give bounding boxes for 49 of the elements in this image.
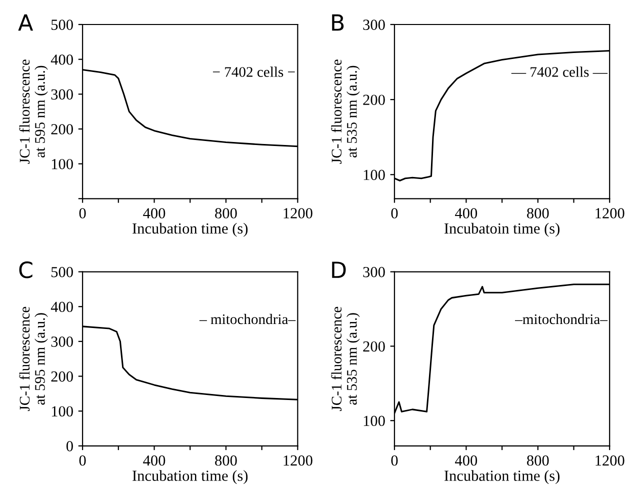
x-axis-title: Incubation time (s) — [444, 470, 560, 484]
x-tick-label: 1200 — [596, 455, 624, 466]
x-tick-label: 1200 — [596, 208, 624, 218]
y-tick-label: 200 — [363, 341, 385, 352]
y-tick-label: 400 — [50, 302, 73, 312]
x-axis-title: Incubation time (s) — [132, 470, 248, 484]
y-tick-label: 200 — [51, 371, 73, 382]
annotation: — 7402 cells — — [511, 66, 608, 77]
y-tick-label: 300 — [51, 89, 73, 100]
y-axis-title: JC-1 fluorescence at 535 nm (a.u.) — [331, 60, 360, 164]
y-tick-label: 500 — [51, 266, 73, 278]
x-tick-label: 400 — [143, 455, 166, 466]
x-tick-label: 800 — [527, 455, 549, 466]
x-tick-label: 0 — [391, 208, 398, 218]
chart-title: D — [332, 262, 346, 278]
y-tick-label: 200 — [363, 94, 385, 106]
y-tick-label: 100 — [52, 406, 73, 417]
y-tick-label: 0 — [66, 441, 73, 452]
y-tick-label: 100 — [52, 158, 73, 170]
y-axis-title: JC-1 fluorescence at 595 nm (a.u.) — [19, 60, 48, 164]
x-tick-label: 0 — [391, 455, 398, 466]
y-tick-label: 100 — [364, 170, 385, 180]
x-tick-label: 1200 — [284, 455, 312, 466]
y-axis-title: JC-1 fluorescence at 595 nm (a.u.) — [19, 306, 48, 411]
y-tick-label: 300 — [363, 20, 385, 30]
y-tick-label: 200 — [51, 124, 73, 134]
x-tick-label: 400 — [143, 208, 166, 218]
x-tick-label: 1200 — [284, 208, 312, 218]
chart-title: B — [332, 14, 344, 31]
x-tick-label: 0 — [79, 455, 86, 466]
chart-title: C — [19, 261, 32, 278]
y-tick-label: 300 — [363, 266, 385, 278]
y-tick-label: 500 — [51, 20, 73, 30]
y-tick-label: 300 — [51, 336, 73, 347]
annotation: –mitochondria– — [515, 314, 608, 324]
y-axis-title: JC-1 fluorescence at 535 nm (a.u.) — [331, 306, 360, 411]
x-tick-label: 800 — [215, 208, 237, 218]
y-tick-label: 100 — [364, 416, 385, 426]
x-axis-title: Incubation time (s) — [132, 222, 248, 237]
x-tick-label: 0 — [79, 208, 86, 218]
annotation: − 7402 cells − — [212, 66, 295, 77]
chart-title: A — [18, 14, 34, 31]
x-tick-label: 800 — [527, 208, 549, 218]
x-tick-label: 800 — [215, 455, 237, 466]
annotation: – mitochondria– — [199, 314, 296, 324]
x-tick-label: 400 — [455, 208, 478, 218]
x-tick-label: 400 — [455, 455, 478, 466]
y-tick-label: 400 — [50, 54, 73, 65]
x-axis-title: Incubatoin time (s) — [444, 222, 560, 237]
